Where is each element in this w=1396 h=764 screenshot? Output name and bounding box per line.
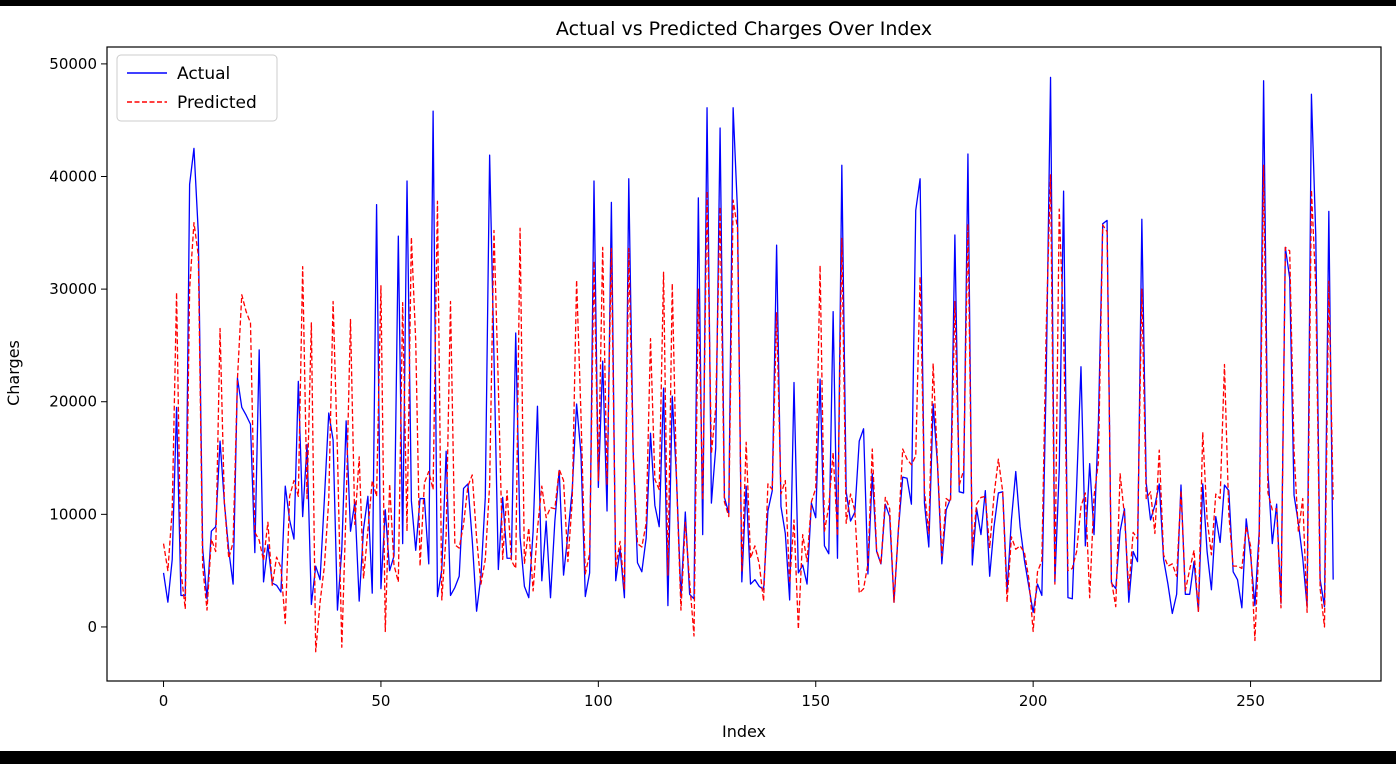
- x-tick-label: 100: [584, 692, 613, 710]
- y-axis: 0 10000 20000 30000 40000 50000: [49, 55, 107, 636]
- x-axis: 0 50 100 150 200 250: [159, 681, 1265, 710]
- line-chart: Actual vs Predicted Charges Over Index 0…: [4, 18, 1382, 741]
- x-tick-label: 50: [371, 692, 390, 710]
- y-tick-label: 10000: [49, 505, 97, 523]
- legend-box: [116, 54, 278, 122]
- series-line-actual: [162, 76, 1334, 615]
- y-axis-label: Charges: [4, 340, 23, 406]
- x-tick-label: 200: [1019, 692, 1048, 710]
- x-tick-label: 250: [1236, 692, 1265, 710]
- x-axis-label: Index: [722, 722, 766, 741]
- x-tick-label: 0: [159, 692, 169, 710]
- plot-area: [162, 76, 1334, 653]
- legend: Actual Predicted: [116, 54, 278, 122]
- chart-frame: Actual vs Predicted Charges Over Index 0…: [0, 6, 1396, 751]
- legend-label-predicted: Predicted: [177, 93, 257, 113]
- y-tick-label: 40000: [49, 168, 97, 186]
- legend-label-actual: Actual: [177, 64, 230, 84]
- x-tick-label: 150: [801, 692, 830, 710]
- chart-title: Actual vs Predicted Charges Over Index: [556, 18, 932, 40]
- y-tick-label: 30000: [49, 280, 97, 298]
- y-tick-label: 50000: [49, 55, 97, 73]
- plot-border: [106, 46, 1382, 682]
- series-line-predicted: [162, 164, 1334, 653]
- y-tick-label: 20000: [49, 393, 97, 411]
- y-tick-label: 0: [87, 618, 97, 636]
